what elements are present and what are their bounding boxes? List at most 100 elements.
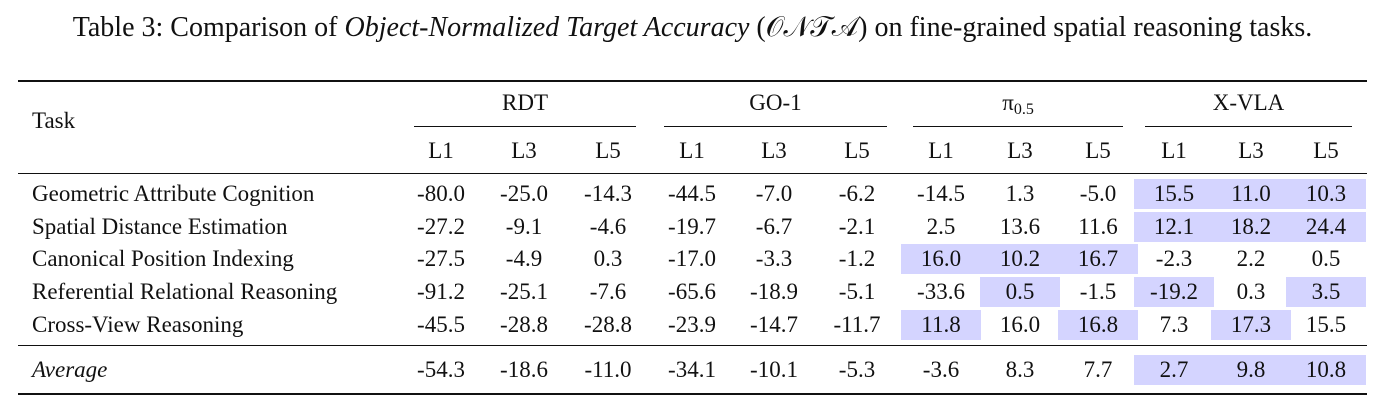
table-cell: 10.8 <box>1286 355 1366 385</box>
table-cell: 10.3 <box>1286 179 1366 209</box>
table-cell: -28.8 <box>500 312 548 337</box>
header-group-2: π0.5 <box>913 88 1123 125</box>
table-cell: -14.5 <box>917 181 965 206</box>
header-level: L1 <box>679 138 705 163</box>
table-cell: 18.2 <box>1211 212 1291 242</box>
caption-metric-name: Object-Normalized Target Accuracy <box>344 12 750 43</box>
group-rule-0 <box>414 126 636 127</box>
header-level: L5 <box>844 138 870 163</box>
table-cell: 7.7 <box>1083 357 1113 382</box>
table-cell: 10.2 <box>980 244 1060 274</box>
table-cell: -14.3 <box>584 181 632 206</box>
table-cell: -23.9 <box>668 312 716 337</box>
table-cell: 8.3 <box>1005 357 1035 382</box>
header-level: L5 <box>1313 138 1339 163</box>
header-level: L1 <box>928 138 954 163</box>
header-task: Task <box>32 108 76 133</box>
header-group-label: GO-1 <box>749 90 802 115</box>
group-rule-2 <box>913 126 1123 127</box>
header-level: L3 <box>761 138 787 163</box>
table-cell: -11.7 <box>833 312 881 337</box>
bottom-rule <box>18 393 1367 395</box>
table-cell: 12.1 <box>1134 212 1214 242</box>
table-cell: -27.2 <box>417 214 465 239</box>
table-cell: -44.5 <box>668 181 716 206</box>
caption-prefix: Table 3: Comparison of <box>72 12 345 43</box>
caption-metric-abbr: 𝒪𝒩𝒯𝒜 <box>765 12 859 43</box>
header-level: L3 <box>1007 138 1033 163</box>
table-cell: -6.7 <box>755 214 793 239</box>
table-cell: -33.6 <box>917 279 965 304</box>
table-cell: -11.0 <box>584 357 632 382</box>
table-cell: 7.3 <box>1159 312 1189 337</box>
table-cell: -5.3 <box>838 357 876 382</box>
row-task-label: Average <box>32 357 108 382</box>
table-cell: -5.0 <box>1079 181 1117 206</box>
table-cell: 9.8 <box>1211 355 1291 385</box>
header-group-3: X-VLA <box>1145 88 1352 118</box>
table-cell: 16.0 <box>999 312 1041 337</box>
average-rule <box>18 345 1367 346</box>
table-cell: -1.2 <box>838 246 876 271</box>
header-level: L3 <box>511 138 537 163</box>
table-cell: -3.6 <box>922 357 960 382</box>
row-task-label: Cross-View Reasoning <box>32 312 244 337</box>
table-cell: -4.6 <box>589 214 627 239</box>
table-cell: 0.5 <box>1311 246 1341 271</box>
table-cell: -45.5 <box>417 312 465 337</box>
table-cell: -91.2 <box>417 279 465 304</box>
table-cell: -1.5 <box>1079 279 1117 304</box>
table-cell: -5.1 <box>838 279 876 304</box>
table-cell: -25.0 <box>500 181 548 206</box>
header-group-label: RDT <box>502 90 548 115</box>
table-cell: -2.3 <box>1155 246 1193 271</box>
header-rule <box>18 173 1367 174</box>
table-cell: -17.0 <box>668 246 716 271</box>
row-task-label: Spatial Distance Estimation <box>32 214 288 239</box>
group-rule-3 <box>1145 126 1352 127</box>
table-cell: 0.5 <box>980 277 1060 307</box>
table-cell: -9.1 <box>505 214 543 239</box>
caption-suffix: ) on fine-grained spatial reasoning task… <box>858 12 1313 43</box>
table-cell: -18.9 <box>750 279 798 304</box>
table-cell: -14.7 <box>750 312 798 337</box>
table-cell: -6.2 <box>838 181 876 206</box>
row-task-label: Referential Relational Reasoning <box>32 279 338 304</box>
table-cell: 0.3 <box>593 246 623 271</box>
table-cell: 2.5 <box>926 214 956 239</box>
table-cell: 15.5 <box>1134 179 1214 209</box>
caption-open-paren: ( <box>749 12 766 43</box>
table-cell: -4.9 <box>505 246 543 271</box>
table-cell: 16.7 <box>1058 244 1138 274</box>
table-cell: 3.5 <box>1286 277 1366 307</box>
table-cell: 2.7 <box>1134 355 1214 385</box>
table-cell: -65.6 <box>668 279 716 304</box>
table-cell: -27.5 <box>417 246 465 271</box>
table-cell: 2.2 <box>1236 246 1266 271</box>
table-cell: 13.6 <box>999 214 1041 239</box>
table-cell: 1.3 <box>1005 181 1035 206</box>
header-group-label: π <box>1002 90 1014 115</box>
table-cell: 11.0 <box>1211 179 1291 209</box>
group-rule-1 <box>664 126 887 127</box>
table-cell: -80.0 <box>417 181 465 206</box>
table-caption: Table 3: Comparison of Object-Normalized… <box>0 12 1385 44</box>
table-cell: -28.8 <box>584 312 632 337</box>
header-group-subscript: 0.5 <box>1013 101 1034 118</box>
row-task-label: Geometric Attribute Cognition <box>32 181 315 206</box>
header-group-label: X-VLA <box>1212 90 1285 115</box>
table-cell: -25.1 <box>500 279 548 304</box>
table-cell: -19.2 <box>1134 277 1214 307</box>
table-cell: 11.6 <box>1078 214 1118 239</box>
table-cell: -18.6 <box>500 357 548 382</box>
table-cell: 17.3 <box>1211 310 1291 340</box>
row-task-label: Canonical Position Indexing <box>32 246 294 271</box>
table-cell: -54.3 <box>417 357 465 382</box>
table-cell: 11.8 <box>901 310 981 340</box>
table-cell: 16.0 <box>901 244 981 274</box>
header-level: L3 <box>1238 138 1264 163</box>
table-cell: -19.7 <box>668 214 716 239</box>
header-level: L5 <box>1085 138 1111 163</box>
header-group-1: GO-1 <box>664 88 887 118</box>
table-cell: -7.0 <box>755 181 793 206</box>
